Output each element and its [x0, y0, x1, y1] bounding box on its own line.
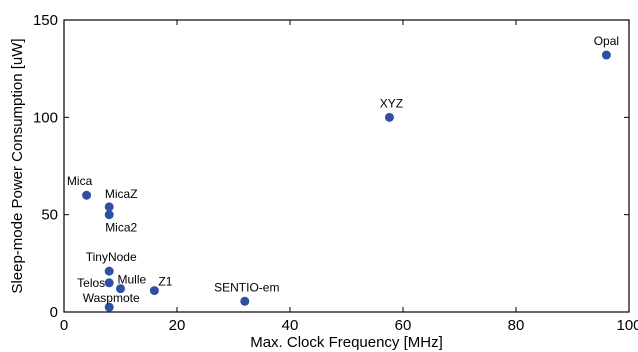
- x-tick-label: 80: [508, 317, 525, 334]
- point-label: Mulle: [118, 273, 147, 287]
- y-tick-label: 50: [41, 207, 58, 224]
- data-point: [104, 266, 114, 276]
- plot-area: [63, 19, 630, 313]
- data-points: Opal XYZ Mica MicaZ Mica2 TinyNode Telos Mulle Z…: [67, 34, 619, 312]
- y-axis: 0 50 100 150: [33, 12, 629, 321]
- point-label: Mica: [67, 174, 93, 188]
- point-label: SENTIO-em: [214, 280, 279, 294]
- y-tick-label: 0: [50, 304, 58, 321]
- x-tick-label: 40: [282, 317, 299, 334]
- y-tick-label: 100: [33, 109, 58, 126]
- x-tick-label: 20: [169, 317, 186, 334]
- point-label: Mica2: [105, 221, 137, 235]
- point-label: TinyNode: [86, 250, 137, 264]
- data-point: [384, 112, 394, 122]
- data-point: [104, 210, 114, 220]
- data-point: [116, 284, 125, 294]
- point-label: Waspmote: [83, 291, 140, 305]
- data-point: [104, 278, 114, 288]
- point-label: Opal: [594, 34, 619, 48]
- data-point: [149, 286, 159, 296]
- data-point: [601, 50, 611, 60]
- data-point: [104, 302, 114, 312]
- x-axis-title: Max. Clock Frequency [MHz]: [250, 334, 443, 351]
- x-tick-label: 0: [60, 317, 68, 334]
- y-axis-title: Sleep-mode Power Consumption [uW]: [9, 38, 26, 293]
- x-tick-label: 100: [616, 317, 638, 334]
- point-label: Z1: [158, 275, 172, 289]
- point-label: MicaZ: [105, 187, 138, 201]
- y-tick-label: 150: [33, 12, 58, 29]
- point-label: Telos: [77, 276, 105, 290]
- data-point: [104, 202, 114, 212]
- data-point: [82, 190, 92, 200]
- data-point: [240, 296, 250, 306]
- plot-frame: [63, 19, 630, 313]
- x-axis: 0 20 40 60 80 100: [60, 20, 638, 334]
- point-label: XYZ: [380, 96, 403, 110]
- x-tick-label: 60: [395, 317, 412, 334]
